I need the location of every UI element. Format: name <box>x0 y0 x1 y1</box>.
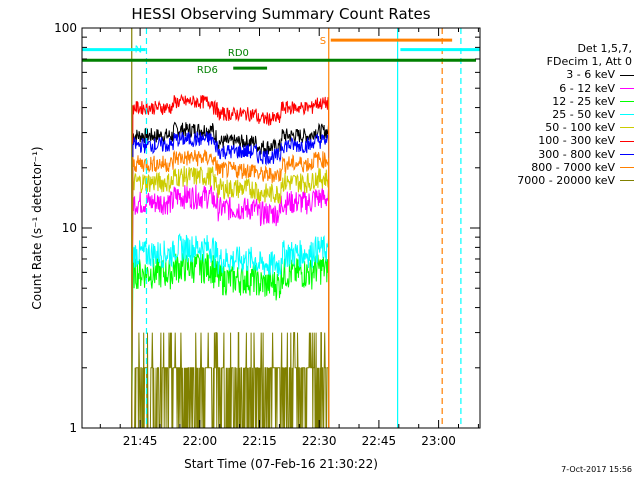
legend-entry-2: 6 - 12 keV <box>486 82 634 95</box>
x-tick-label-1: 21:45 <box>123 434 158 448</box>
x-axis-label: Start Time (07-Feb-16 21:30:22) <box>184 457 378 471</box>
series-line-6 <box>131 93 330 429</box>
series-line-1 <box>131 121 330 429</box>
x-tick-label-3: 22:15 <box>242 434 277 448</box>
x-tick-label-6: 23:00 <box>421 434 456 448</box>
legend-swatch-1 <box>620 74 634 76</box>
legend-label-3: 12 - 25 keV <box>552 94 615 108</box>
footer-date: 7-Oct-2017 15:56 <box>561 465 632 474</box>
series-line-4 <box>131 232 330 429</box>
legend: Det 1,5,7, FDecim 1, Att 0 3 - 6 keV 6 - … <box>486 42 634 187</box>
legend-swatch-6 <box>620 140 634 142</box>
y-tick-label-2: 10 <box>62 221 77 235</box>
series-line-3 <box>131 252 330 429</box>
legend-header-detectors: Det 1,5,7, <box>577 42 632 55</box>
series-line-8 <box>131 149 330 429</box>
legend-swatch-5 <box>620 127 634 129</box>
flag-label-s: S <box>320 36 326 47</box>
chart-title: HESSI Observing Summary Count Rates <box>131 5 430 23</box>
y-tick-label-1: 1 <box>69 421 77 435</box>
legend-label-2: 6 - 12 keV <box>559 81 615 95</box>
legend-label-7: 300 - 800 keV <box>538 147 615 161</box>
legend-header-decimation: FDecim 1, Att 0 <box>546 55 632 69</box>
legend-label-9: 7000 - 20000 keV <box>517 174 615 188</box>
legend-entry-9: 7000 - 20000 keV <box>486 174 634 187</box>
y-tick-label-3: 100 <box>54 21 77 35</box>
flag-label-rd6: RD6 <box>197 65 218 76</box>
legend-label-6: 100 - 300 keV <box>538 134 615 148</box>
x-tick-label-2: 22:00 <box>183 434 218 448</box>
legend-entry-6: 100 - 300 keV <box>486 134 634 147</box>
legend-entry-3: 12 - 25 keV <box>486 95 634 108</box>
legend-swatch-9 <box>620 180 634 182</box>
legend-swatch-4 <box>620 114 634 116</box>
legend-swatch-7 <box>620 153 634 155</box>
series-line-2 <box>131 184 330 429</box>
flag-label-rd0: RD0 <box>228 48 249 59</box>
legend-label-5: 50 - 100 keV <box>545 121 615 135</box>
legend-label-4: 25 - 50 keV <box>552 108 615 122</box>
x-tick-label-5: 22:45 <box>362 434 397 448</box>
series-line-7 <box>131 130 330 429</box>
series-line-5 <box>131 166 330 429</box>
legend-entry-8: 800 - 7000 keV <box>486 161 634 174</box>
legend-swatch-3 <box>620 100 634 102</box>
flag-label-n: N <box>135 45 142 56</box>
legend-entry-1: 3 - 6 keV <box>486 68 634 81</box>
legend-label-8: 800 - 7000 keV <box>531 160 615 174</box>
y-axis-label: Count Rate (s⁻¹ detector⁻¹) <box>30 146 44 309</box>
legend-swatch-2 <box>620 87 634 89</box>
series-line-9 <box>131 332 330 429</box>
legend-label-1: 3 - 6 keV <box>566 68 615 82</box>
legend-entry-5: 50 - 100 keV <box>486 121 634 134</box>
x-tick-label-4: 22:30 <box>302 434 337 448</box>
legend-entry-7: 300 - 800 keV <box>486 148 634 161</box>
legend-swatch-8 <box>620 166 634 168</box>
legend-entry-4: 25 - 50 keV <box>486 108 634 121</box>
